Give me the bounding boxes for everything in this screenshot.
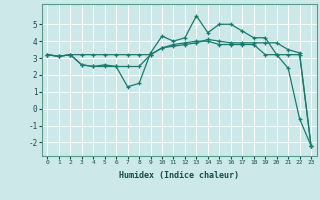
X-axis label: Humidex (Indice chaleur): Humidex (Indice chaleur) xyxy=(119,171,239,180)
